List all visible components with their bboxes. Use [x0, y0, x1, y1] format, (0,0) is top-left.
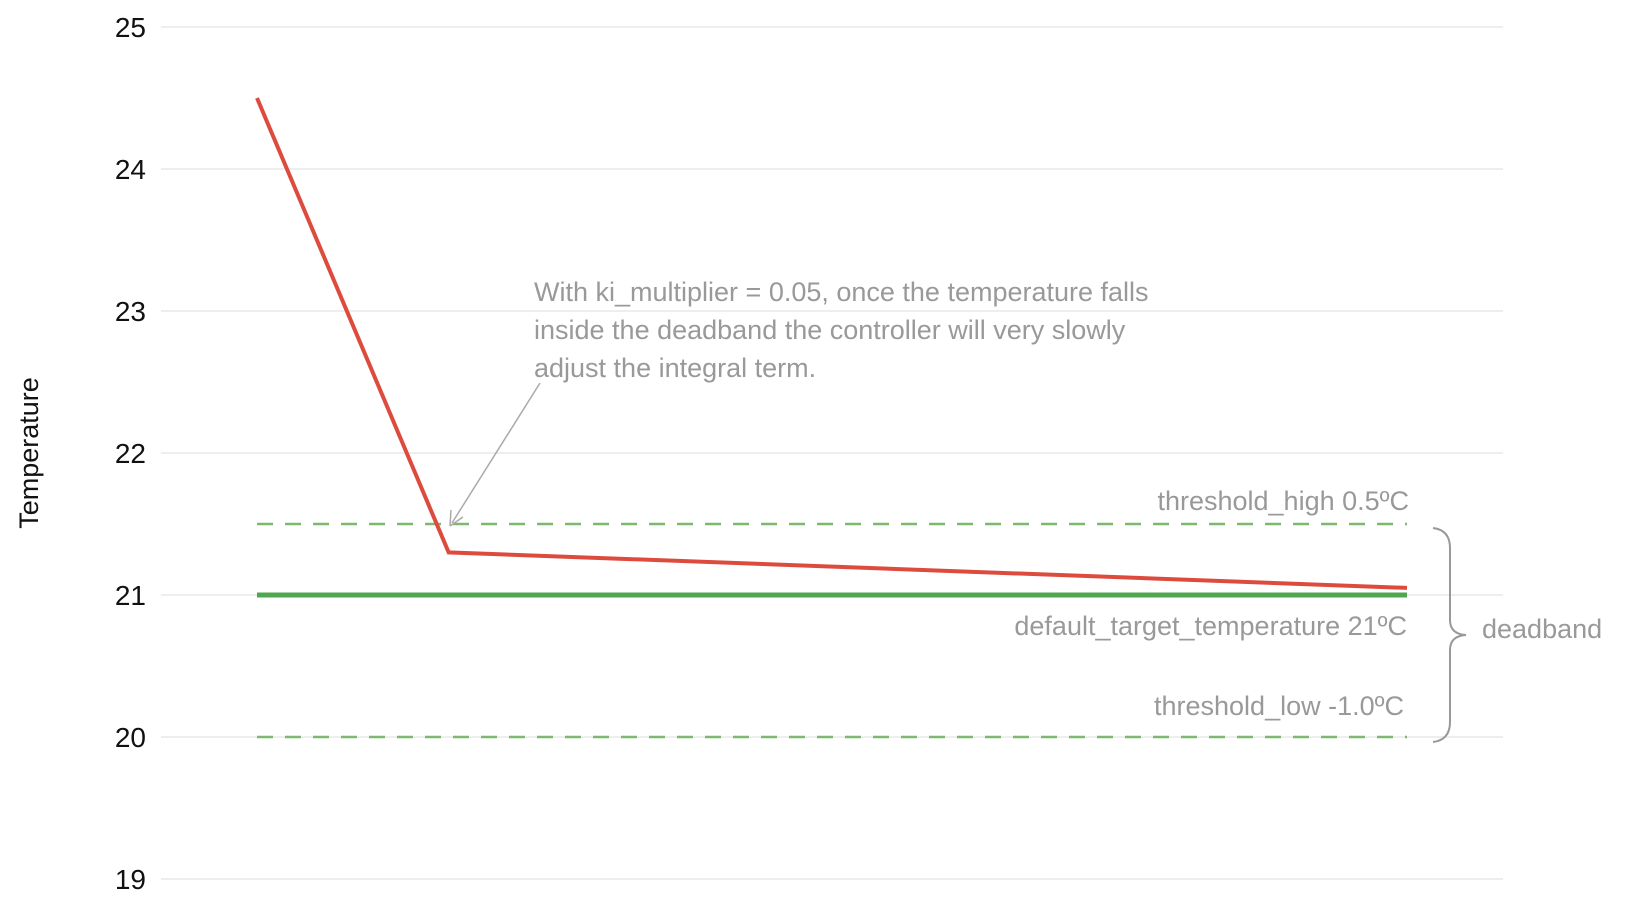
annotation-line: With ki_multiplier = 0.05, once the temp…: [534, 277, 1149, 307]
annotation: With ki_multiplier = 0.05, once the temp…: [449, 277, 1149, 527]
annotation-arrow: [451, 382, 541, 524]
y-axis-ticks: 25 24 23 22 21 20 19: [115, 12, 146, 895]
series-group: [255, 97, 1408, 590]
y-tick-label: 20: [115, 722, 146, 753]
deadband-brace: [1432, 527, 1467, 743]
reference-line-label: threshold_high 0.5ºC: [1157, 486, 1409, 516]
annotation-line: adjust the integral term.: [534, 353, 816, 383]
series-line: [255, 97, 1408, 590]
reference-line-label: threshold_low -1.0ºC: [1154, 691, 1404, 721]
annotation-line: inside the deadband the controller will …: [534, 315, 1126, 345]
arrow-head-icon: [449, 509, 464, 527]
reference-lines: threshold_high 0.5ºC default_target_tempe…: [257, 486, 1409, 739]
gridlines: [161, 26, 1503, 880]
y-tick-label: 25: [115, 12, 146, 43]
y-axis-label: Temperature: [14, 377, 44, 529]
y-tick-label: 19: [115, 864, 146, 895]
reference-line-label: default_target_temperature 21ºC: [1014, 611, 1407, 641]
y-tick-label: 23: [115, 296, 146, 327]
y-tick-label: 21: [115, 580, 146, 611]
y-tick-label: 24: [115, 154, 146, 185]
y-tick-label: 22: [115, 438, 146, 469]
deadband-label: deadband: [1482, 614, 1602, 644]
